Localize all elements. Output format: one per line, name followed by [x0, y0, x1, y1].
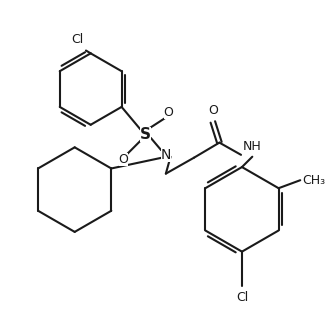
- Text: O: O: [164, 106, 174, 119]
- Text: Cl: Cl: [71, 33, 83, 46]
- Text: NH: NH: [243, 140, 262, 153]
- Text: O: O: [208, 104, 218, 117]
- Text: S: S: [140, 127, 151, 142]
- Text: O: O: [119, 153, 129, 166]
- Text: N: N: [161, 148, 171, 162]
- Text: CH₃: CH₃: [302, 174, 325, 187]
- Text: Cl: Cl: [236, 291, 248, 304]
